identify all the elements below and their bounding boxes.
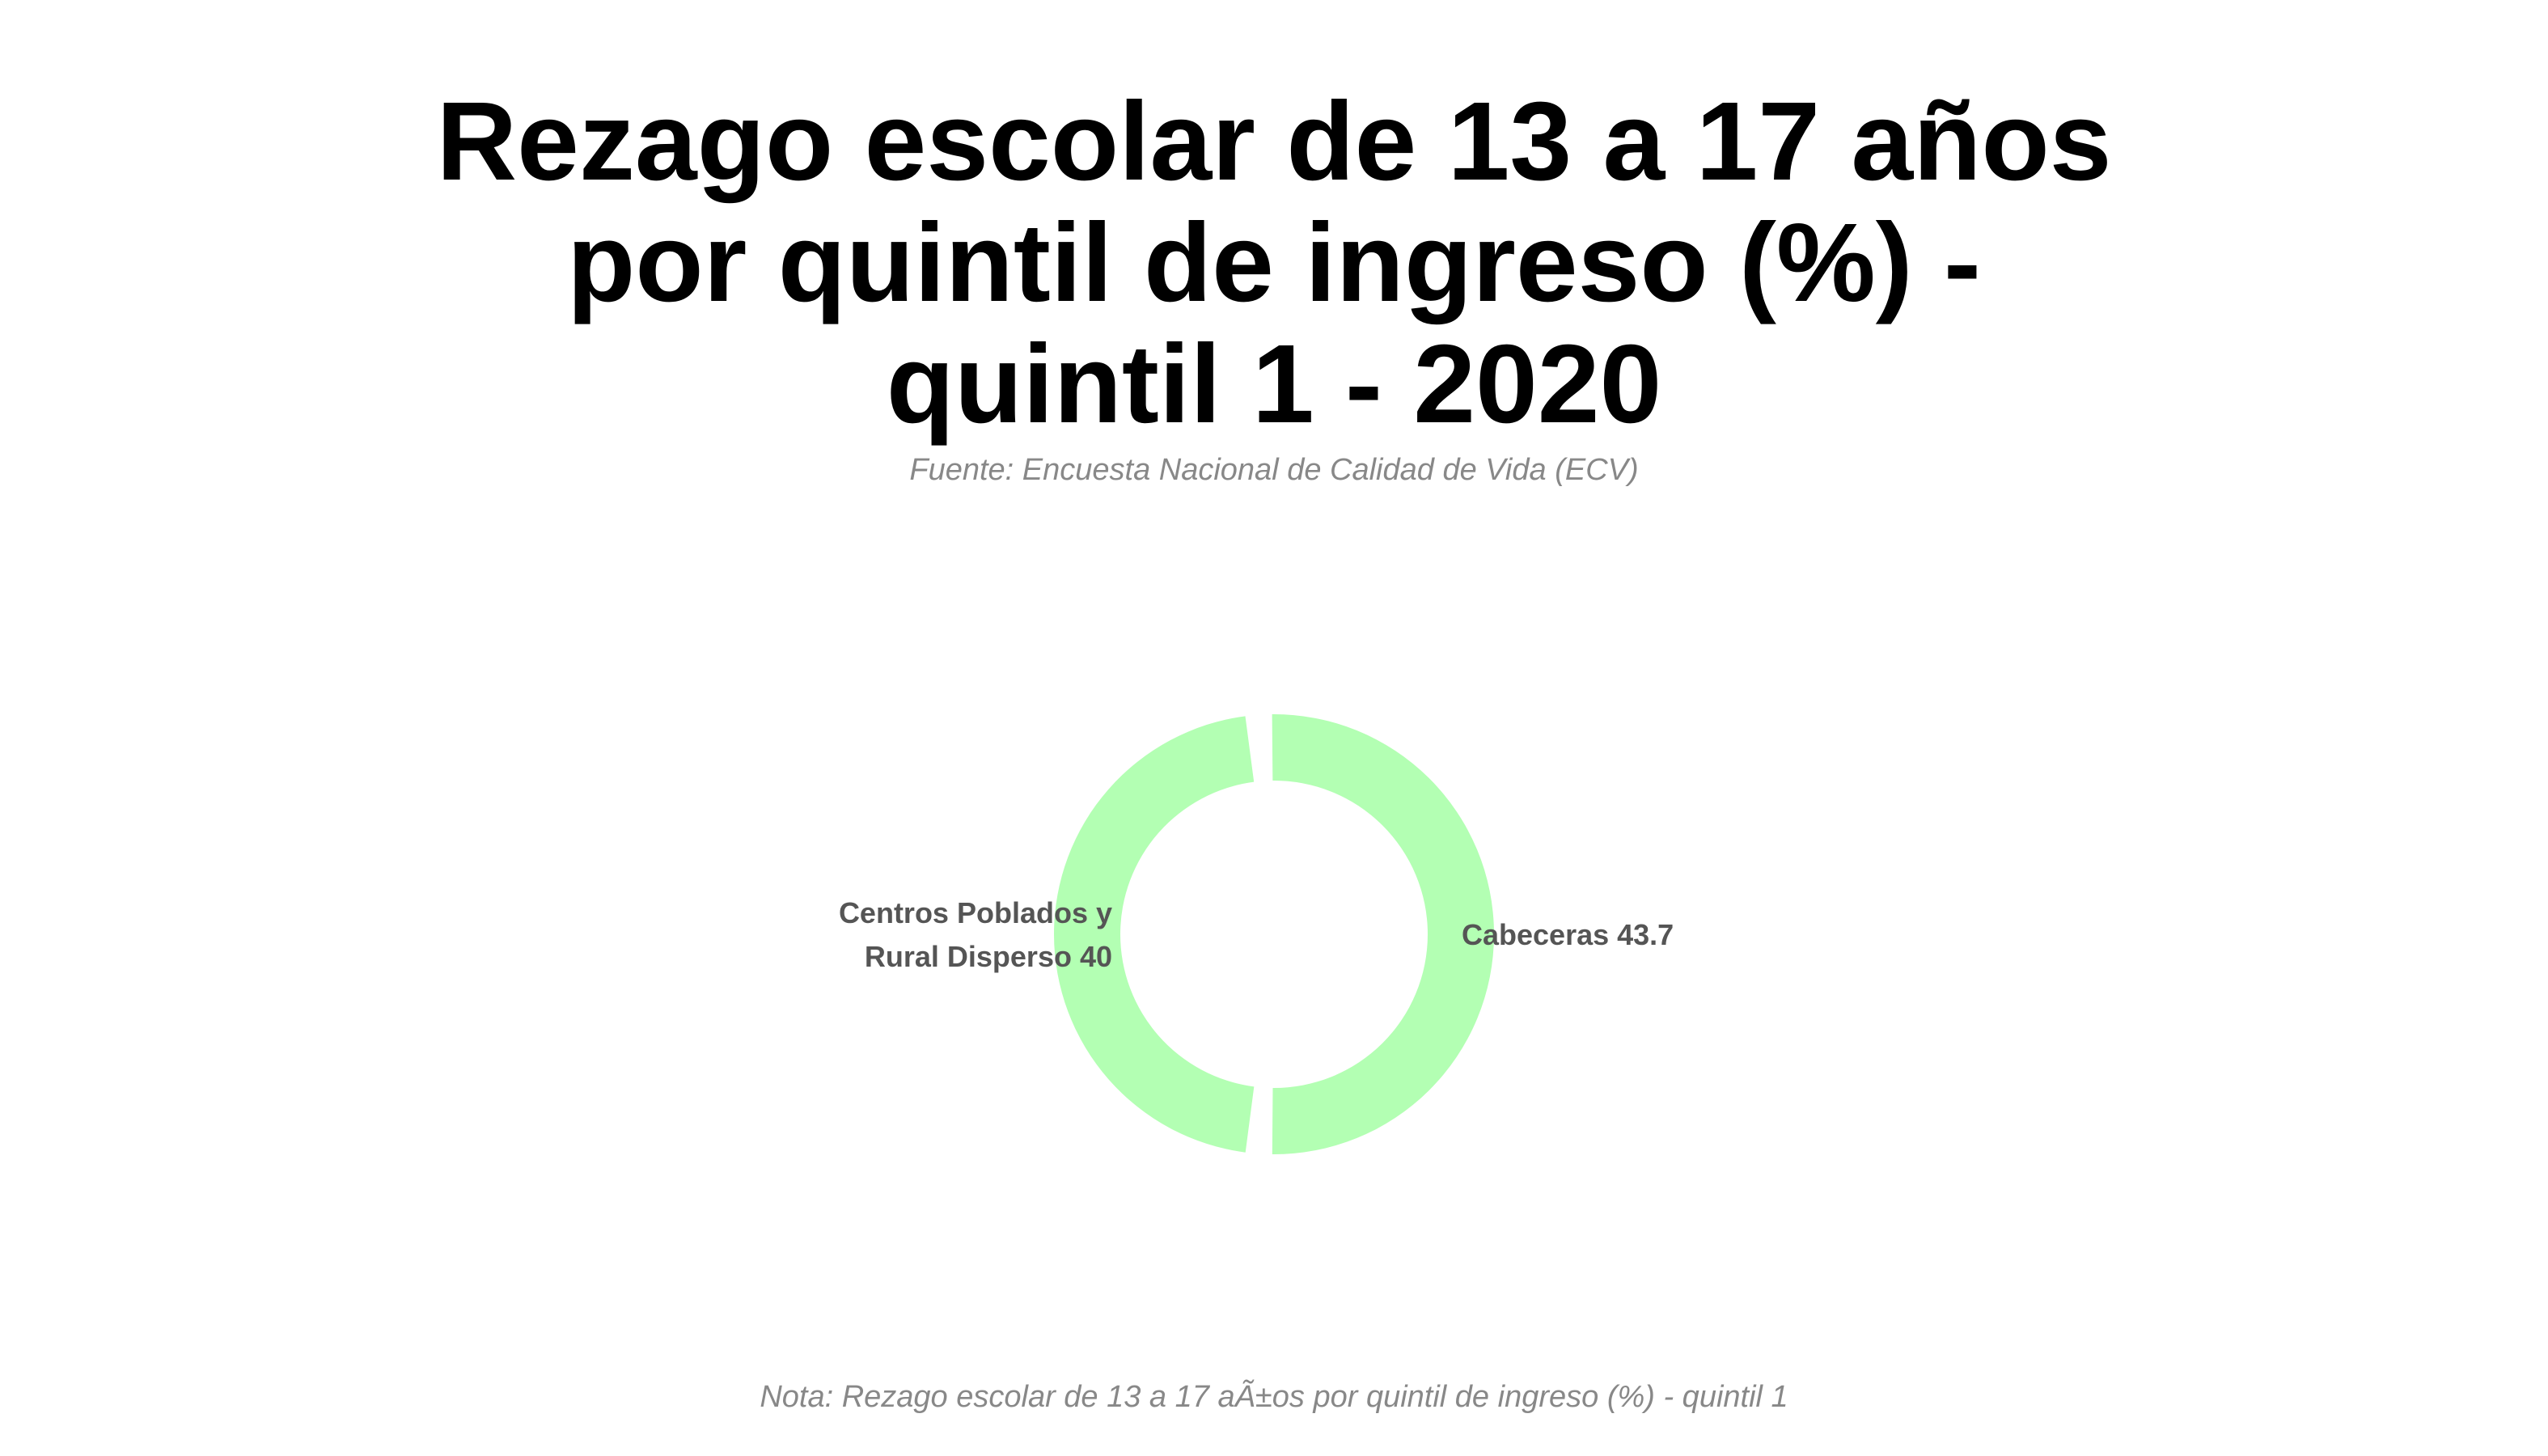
donut-label-2: Centros Poblados y Rural Disperso 40	[839, 896, 1112, 973]
chart-title-line-1: Rezago escolar de 13 a 17 años	[436, 79, 2112, 204]
donut-slice-1[interactable]	[1272, 714, 1495, 1154]
donut-label-1: Cabeceras 43.7	[1462, 918, 1674, 951]
donut-label-1-line-1: Cabeceras 43.7	[1462, 918, 1674, 951]
chart-title: Rezago escolar de 13 a 17 años por quint…	[0, 81, 2548, 445]
chart-subtitle: Fuente: Encuesta Nacional de Calidad de …	[909, 453, 1639, 487]
donut-labels: Cabeceras 43.7 Centros Poblados y Rural Di…	[839, 896, 1674, 973]
donut-slice-2[interactable]	[1054, 716, 1255, 1153]
donut-slices	[1054, 714, 1495, 1154]
chart-title-line-3: quintil 1 - 2020	[886, 322, 1662, 447]
chart-title-line-2: por quintil de ingreso (%) -	[567, 201, 1981, 325]
chart-note: Nota: Rezago escolar de 13 a 17 aÃ±os po…	[760, 1380, 1788, 1414]
donut-label-2-line-1: Centros Poblados y	[839, 896, 1112, 929]
donut-label-2-line-2: Rural Disperso 40	[865, 940, 1112, 973]
